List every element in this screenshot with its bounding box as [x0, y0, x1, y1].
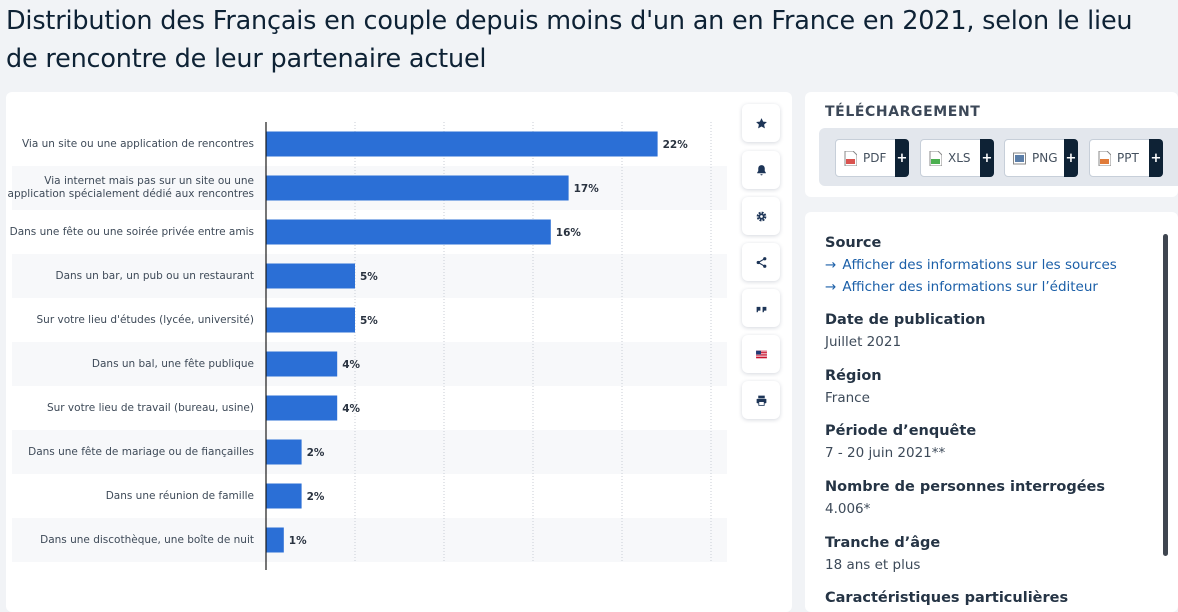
region-value: France	[825, 390, 870, 406]
bar[interactable]	[266, 395, 338, 421]
bar[interactable]	[266, 175, 569, 201]
category-label: Via un site ou une application de rencon…	[21, 137, 254, 150]
respondents-value: 4.006*	[825, 501, 871, 517]
bar[interactable]	[266, 527, 284, 553]
bar[interactable]	[266, 263, 355, 289]
category-label: Via internet mais pas sur un site ou une…	[7, 175, 254, 200]
bar-value-label: 1%	[289, 535, 307, 547]
gear-icon	[756, 211, 766, 221]
category-label: Sur votre lieu d'études (lycée, universi…	[36, 313, 255, 326]
row-band	[12, 254, 727, 298]
row-band	[12, 430, 727, 474]
download-xls-button[interactable]: XLS +	[920, 139, 994, 177]
download-xls-plus[interactable]: +	[980, 139, 994, 177]
share-button[interactable]	[742, 243, 780, 281]
download-buttons: PDF + XLS + PNG + PPT +	[819, 128, 1178, 186]
publisher-link[interactable]: → Afficher des informations sur l’éditeur	[825, 279, 1098, 295]
category-label: Dans une fête de mariage ou de fiançaill…	[28, 445, 254, 458]
bell-icon	[756, 164, 766, 175]
favorite-button[interactable]	[742, 104, 780, 142]
source-link-text: Afficher des informations sur les source…	[842, 257, 1117, 273]
arrow-right-icon: →	[825, 257, 837, 273]
bar-value-label: 4%	[342, 403, 360, 415]
survey-period-label: Période d’enquête	[825, 423, 977, 439]
category-label: Dans un bar, un pub ou un restaurant	[55, 269, 254, 282]
characteristics-label: Caractéristiques particulières	[825, 590, 1069, 606]
download-pdf-label: PDF	[863, 151, 887, 165]
quote-icon	[756, 306, 766, 312]
arrow-right-icon: →	[825, 279, 837, 295]
share-icon	[756, 256, 766, 268]
category-label: Dans un bal, une fête publique	[91, 357, 254, 370]
download-xls-label: XLS	[948, 151, 971, 165]
category-label: Dans une réunion de famille	[105, 489, 254, 502]
publication-date-label: Date de publication	[825, 312, 986, 328]
download-png-button[interactable]: PNG +	[1004, 139, 1078, 177]
bar[interactable]	[266, 483, 302, 509]
publication-date-value: Juillet 2021	[825, 334, 902, 350]
source-link[interactable]: → Afficher des informations sur les sourc…	[825, 257, 1117, 273]
download-ppt-button[interactable]: PPT +	[1089, 139, 1163, 177]
bar-value-label: 2%	[307, 447, 325, 459]
ppt-file-icon	[1098, 150, 1112, 166]
xls-file-icon	[929, 150, 943, 166]
alert-button[interactable]	[742, 151, 780, 189]
bar-value-label: 4%	[342, 359, 360, 371]
bar-value-label: 5%	[360, 271, 378, 283]
download-panel: TÉLÉCHARGEMENT PDF + XLS + PNG + PPT +	[805, 92, 1178, 197]
region-label: Région	[825, 368, 882, 384]
png-file-icon	[1013, 151, 1026, 166]
info-scrollbar[interactable]	[1163, 234, 1168, 556]
statistic-info-panel: Source → Afficher des informations sur le…	[805, 212, 1178, 612]
bar[interactable]	[266, 351, 338, 377]
download-ppt-label: PPT	[1117, 151, 1139, 165]
star-icon	[755, 117, 767, 128]
age-range-value: 18 ans et plus	[825, 557, 921, 573]
row-band	[12, 518, 727, 562]
bar-value-label: 5%	[360, 315, 378, 327]
print-button[interactable]	[742, 381, 780, 419]
pdf-file-icon	[844, 150, 858, 166]
survey-period-value: 7 - 20 juin 2021**	[825, 445, 946, 461]
download-title: TÉLÉCHARGEMENT	[825, 104, 981, 120]
settings-button[interactable]	[742, 197, 780, 235]
page-title: Distribution des Français en couple depu…	[6, 6, 1133, 74]
bar-value-label: 2%	[307, 491, 325, 503]
download-pdf-button[interactable]: PDF +	[835, 139, 909, 177]
category-label: Dans une discothèque, une boîte de nuit	[40, 533, 254, 546]
download-ppt-plus[interactable]: +	[1149, 139, 1163, 177]
print-icon	[756, 395, 766, 406]
bar[interactable]	[266, 219, 551, 245]
language-button[interactable]	[742, 335, 780, 373]
age-range-label: Tranche d’âge	[825, 535, 941, 551]
bar-value-label: 16%	[556, 227, 582, 239]
download-png-plus[interactable]: +	[1064, 139, 1078, 177]
bar[interactable]	[266, 439, 302, 465]
category-label: Dans une fête ou une soirée privée entre…	[9, 225, 254, 238]
bar[interactable]	[266, 307, 355, 333]
source-label: Source	[825, 235, 882, 251]
download-pdf-plus[interactable]: +	[895, 139, 909, 177]
respondents-label: Nombre de personnes interrogées	[825, 479, 1105, 495]
publisher-link-text: Afficher des informations sur l’éditeur	[842, 279, 1098, 295]
cite-button[interactable]	[742, 289, 780, 327]
category-label: Sur votre lieu de travail (bureau, usine…	[46, 401, 254, 414]
bar[interactable]	[266, 131, 658, 157]
row-band	[12, 342, 727, 386]
bar-value-label: 22%	[663, 139, 689, 151]
bar-value-label: 17%	[574, 183, 600, 195]
download-png-label: PNG	[1032, 151, 1058, 165]
flag-icon	[755, 350, 767, 358]
